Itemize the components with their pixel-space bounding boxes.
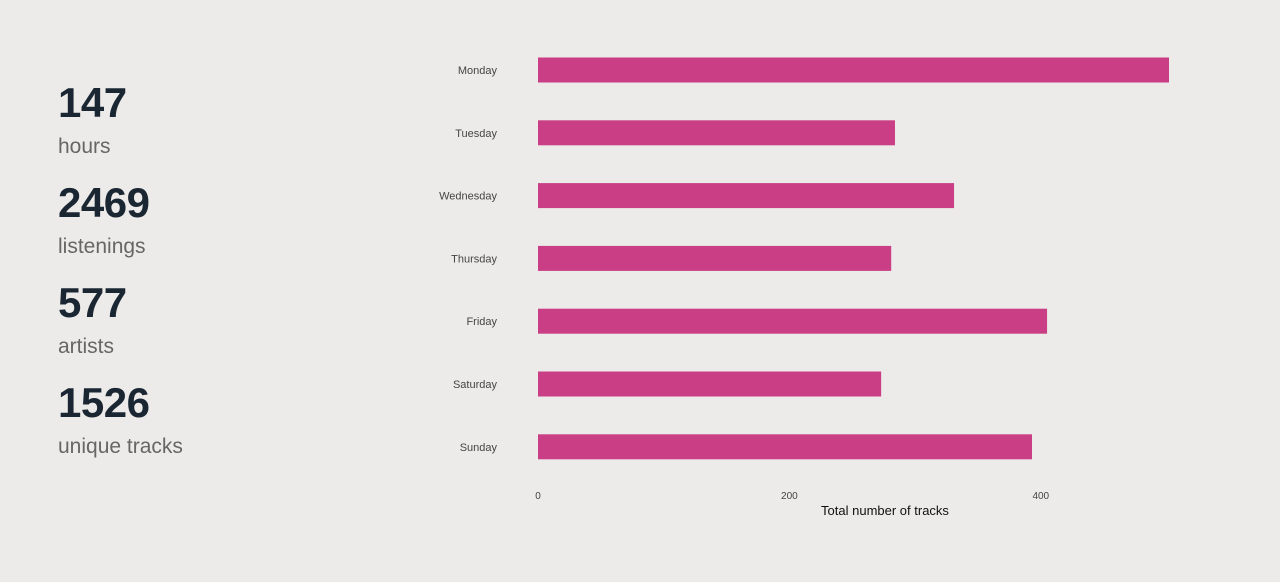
category-label-tuesday: Tuesday: [455, 128, 497, 140]
category-label-friday: Friday: [466, 316, 497, 328]
x-tick-label: 200: [781, 491, 798, 502]
stat-listenings: 2469 listenings: [58, 178, 358, 278]
x-axis-title: Total number of tracks: [821, 503, 949, 518]
category-label-thursday: Thursday: [451, 253, 497, 265]
stat-value: 577: [58, 279, 127, 326]
stat-hours: 147 hours: [58, 78, 358, 178]
stat-label: hours: [58, 135, 111, 158]
stat-label: unique tracks: [58, 435, 183, 458]
bars-layer: [538, 57, 1169, 460]
category-label-monday: Monday: [458, 65, 498, 77]
bar-sunday: [538, 434, 1032, 460]
x-tick-label: 400: [1032, 491, 1049, 502]
bar-wednesday: [538, 183, 955, 209]
stat-value: 147: [58, 79, 127, 126]
bar-friday: [538, 308, 1048, 334]
stat-unique-tracks: 1526 unique tracks: [58, 378, 358, 478]
category-label-wednesday: Wednesday: [439, 191, 497, 203]
stat-value: 1526: [58, 379, 150, 426]
bar-tuesday: [538, 120, 895, 146]
stat-artists: 577 artists: [58, 278, 358, 378]
category-label-saturday: Saturday: [453, 379, 498, 391]
stats-panel: 147 hours 2469 listenings 577 artists 15…: [58, 78, 358, 478]
bar-monday: [538, 57, 1169, 83]
x-ticks-layer: 0 200 400: [535, 491, 1049, 502]
category-labels-layer: Monday Tuesday Wednesday Thursday Friday Satu…: [439, 65, 497, 454]
stat-value: 2469: [58, 179, 150, 226]
bar-saturday: [538, 371, 882, 397]
x-tick-label: 0: [535, 491, 541, 502]
bar-thursday: [538, 245, 892, 271]
stat-label: artists: [58, 335, 115, 358]
category-label-sunday: Sunday: [460, 442, 498, 454]
stat-label: listenings: [58, 235, 146, 258]
